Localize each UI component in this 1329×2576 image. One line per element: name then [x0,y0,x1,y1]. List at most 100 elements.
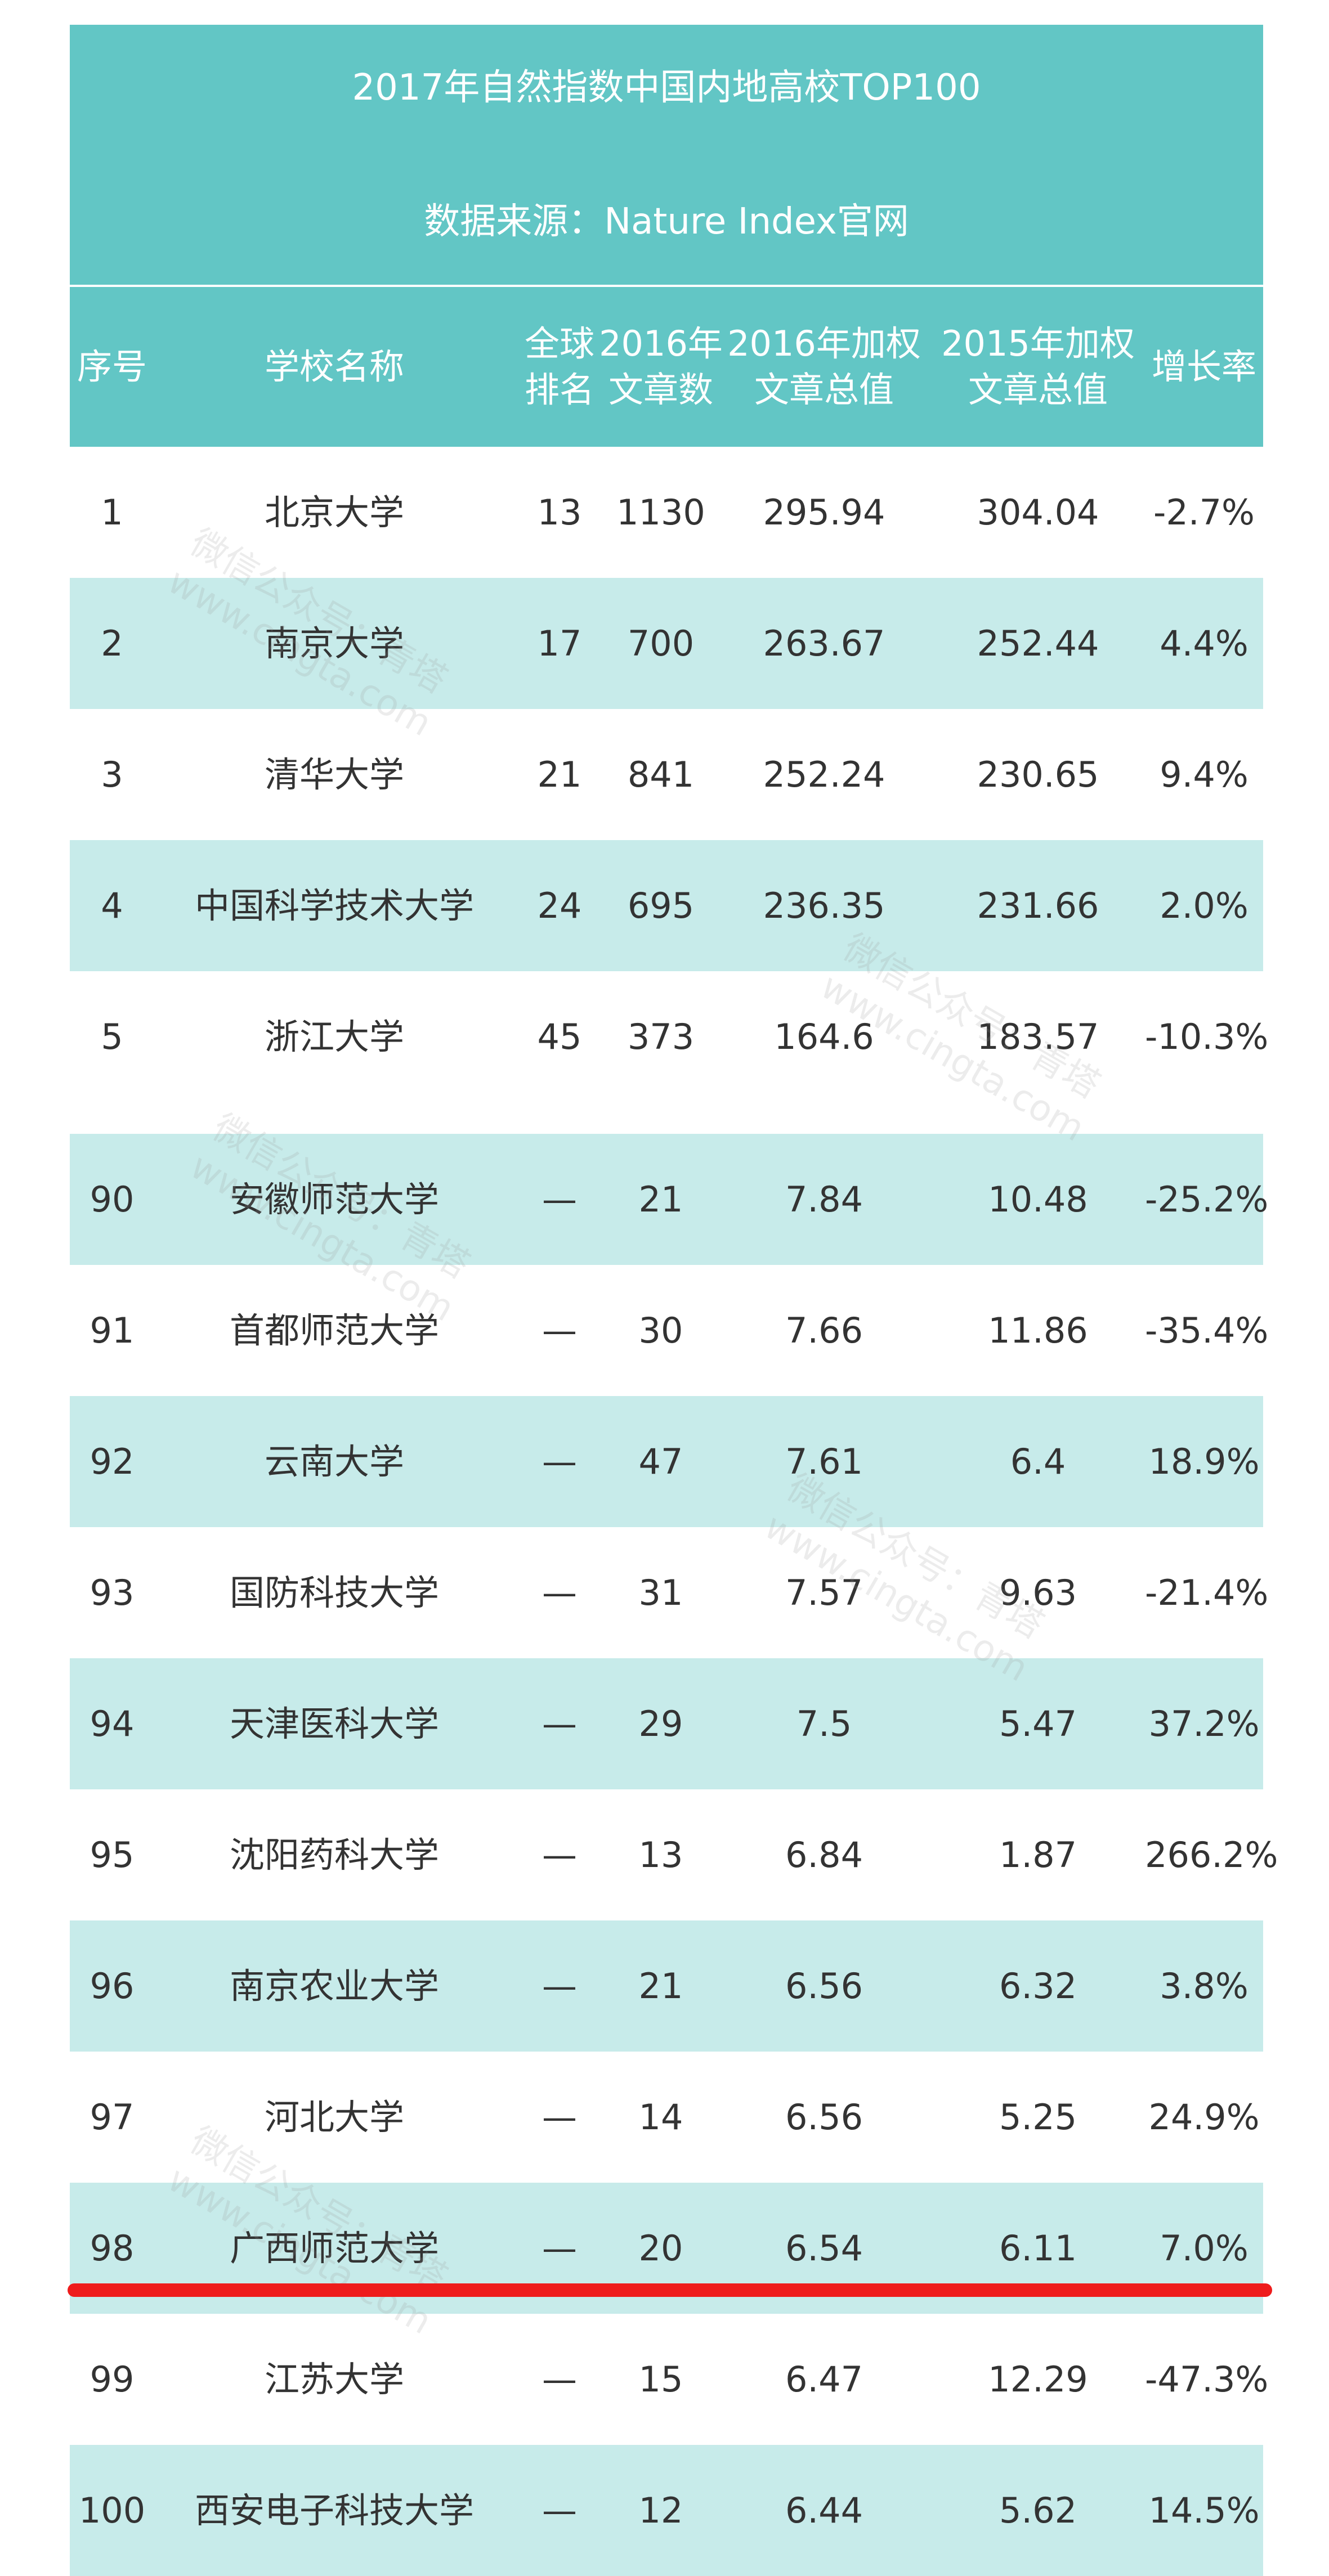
cell-wfc-2015: 11.86 [988,1310,1088,1351]
cell-global-rank: — [542,1834,577,1875]
table-row: 90 安徽师范大学 — 21 7.84 10.48 -25.2% [70,1134,1268,1265]
table-title-block: 2017年自然指数中国内地高校TOP100 数据来源：Nature Index官… [70,25,1263,287]
cell-global-rank: — [542,1572,577,1613]
cell-growth-rate: 37.2% [1148,1703,1260,1744]
cell-school-name: 广西师范大学 [229,2228,439,2269]
cell-school-name: 南京农业大学 [229,1965,439,2007]
cell-wfc-2015: 5.62 [999,2490,1077,2531]
cell-school-name: 北京大学 [264,492,404,533]
data-source-note: 数据来源：Nature Index官网 [424,201,909,243]
cell-wfc-2016: 6.44 [785,2490,863,2531]
cell-global-rank: 45 [537,1016,582,1057]
cell-rank: 91 [90,1310,135,1351]
cell-school-name: 中国科学技术大学 [194,885,474,926]
cell-growth-rate: -47.3% [1145,2359,1269,2400]
cell-wfc-2015: 9.63 [999,1572,1077,1613]
header-rank: 序号 [77,346,147,387]
header-wfc-2016: 2016年加权 文章总值 [727,323,921,410]
cell-article-count: 700 [627,623,695,664]
title-divider [70,285,1263,287]
header-growth-rate: 增长率 [1151,346,1256,387]
table-row: 1 北京大学 13 1130 295.94 304.04 -2.7% [70,447,1263,578]
header-global-rank: 全球 排名 [524,323,594,410]
cell-rank: 5 [101,1016,123,1057]
cell-rank: 96 [90,1965,135,2007]
cell-wfc-2015: 183.57 [977,1016,1099,1057]
cell-growth-rate: -35.4% [1145,1310,1269,1351]
cell-article-count: 31 [638,1572,683,1613]
cell-growth-rate: -21.4% [1145,1572,1269,1613]
cell-wfc-2016: 295.94 [763,492,885,533]
cell-wfc-2016: 263.67 [763,623,885,664]
cell-wfc-2015: 12.29 [988,2359,1088,2400]
cell-global-rank: — [542,2097,577,2138]
table-row: 4 中国科学技术大学 24 695 236.35 231.66 2.0% [70,840,1263,971]
table-row: 94 天津医科大学 — 29 7.5 5.47 37.2% [70,1658,1263,1789]
cell-wfc-2016: 6.54 [785,2228,863,2269]
cell-article-count: 695 [627,885,695,926]
cell-article-count: 21 [638,1965,683,2007]
table-row: 5 浙江大学 45 373 164.6 183.57 -10.3% [70,971,1269,1102]
cell-article-count: 15 [638,2359,683,2400]
cell-wfc-2016: 6.84 [785,1834,863,1875]
table-header-row: 序号 学校名称 全球 排名 2016年 文章数 2016年加权 文章总值 201… [70,287,1263,447]
cell-global-rank: — [542,1310,577,1351]
table-row: 95 沈阳药科大学 — 13 6.84 1.87 266.2% [70,1789,1278,1920]
cell-growth-rate: 9.4% [1160,754,1249,795]
cell-article-count: 373 [627,1016,695,1057]
cell-wfc-2016: 6.56 [785,1965,863,2007]
cell-article-count: 30 [638,1310,683,1351]
cell-wfc-2016: 236.35 [763,885,885,926]
cell-wfc-2016: 7.66 [785,1310,863,1351]
cell-growth-rate: -10.3% [1145,1016,1269,1057]
cell-rank: 95 [90,1834,135,1875]
table-row: 92 云南大学 — 47 7.61 6.4 18.9% [70,1396,1263,1527]
cell-global-rank: — [542,2228,577,2269]
cell-wfc-2015: 6.4 [1010,1441,1066,1482]
cell-global-rank: 17 [537,623,582,664]
cell-wfc-2015: 6.11 [999,2228,1077,2269]
cell-school-name: 云南大学 [264,1441,404,1482]
cell-article-count: 47 [638,1441,683,1482]
cell-school-name: 浙江大学 [264,1016,404,1057]
cell-global-rank: — [542,1965,577,2007]
table-row: 100 西安电子科技大学 — 12 6.44 5.62 14.5% [70,2445,1263,2576]
cell-wfc-2015: 6.32 [999,1965,1077,2007]
table-row: 97 河北大学 — 14 6.56 5.25 24.9% [70,2052,1263,2183]
cell-global-rank: — [542,2359,577,2400]
cell-rank: 99 [90,2359,135,2400]
cell-global-rank: 13 [537,492,582,533]
table-row: 91 首都师范大学 — 30 7.66 11.86 -35.4% [70,1265,1269,1396]
cell-growth-rate: 7.0% [1160,2228,1249,2269]
cell-growth-rate: 266.2% [1145,1834,1278,1875]
cell-growth-rate: 14.5% [1148,2490,1260,2531]
cell-rank: 2 [101,623,123,664]
cell-global-rank: — [542,1703,577,1744]
table-row: 99 江苏大学 — 15 6.47 12.29 -47.3% [70,2314,1269,2445]
cell-rank: 4 [101,885,123,926]
cell-wfc-2015: 5.47 [999,1703,1077,1744]
cell-wfc-2015: 304.04 [977,492,1099,533]
cell-global-rank: 21 [537,754,582,795]
table-gap [70,1086,1263,1118]
header-article-count: 2016年 文章数 [599,323,723,410]
table-row: 3 清华大学 21 841 252.24 230.65 9.4% [70,709,1263,840]
header-school-name: 学校名称 [264,346,404,387]
cell-article-count: 1130 [616,492,705,533]
cell-rank: 97 [90,2097,135,2138]
cell-school-name: 天津医科大学 [229,1703,439,1744]
cell-rank: 1 [101,492,123,533]
cell-wfc-2016: 7.57 [785,1572,863,1613]
cell-rank: 94 [90,1703,135,1744]
cell-wfc-2015: 10.48 [988,1179,1088,1220]
cell-wfc-2016: 7.84 [785,1179,863,1220]
cell-wfc-2015: 5.25 [999,2097,1077,2138]
cell-wfc-2015: 1.87 [999,1834,1077,1875]
cell-rank: 93 [90,1572,135,1613]
cell-wfc-2015: 231.66 [977,885,1099,926]
table-title: 2017年自然指数中国内地高校TOP100 [352,67,981,109]
cell-article-count: 12 [638,2490,683,2531]
cell-wfc-2016: 7.61 [785,1441,863,1482]
cell-school-name: 西安电子科技大学 [194,2490,474,2531]
cell-article-count: 21 [638,1179,683,1220]
